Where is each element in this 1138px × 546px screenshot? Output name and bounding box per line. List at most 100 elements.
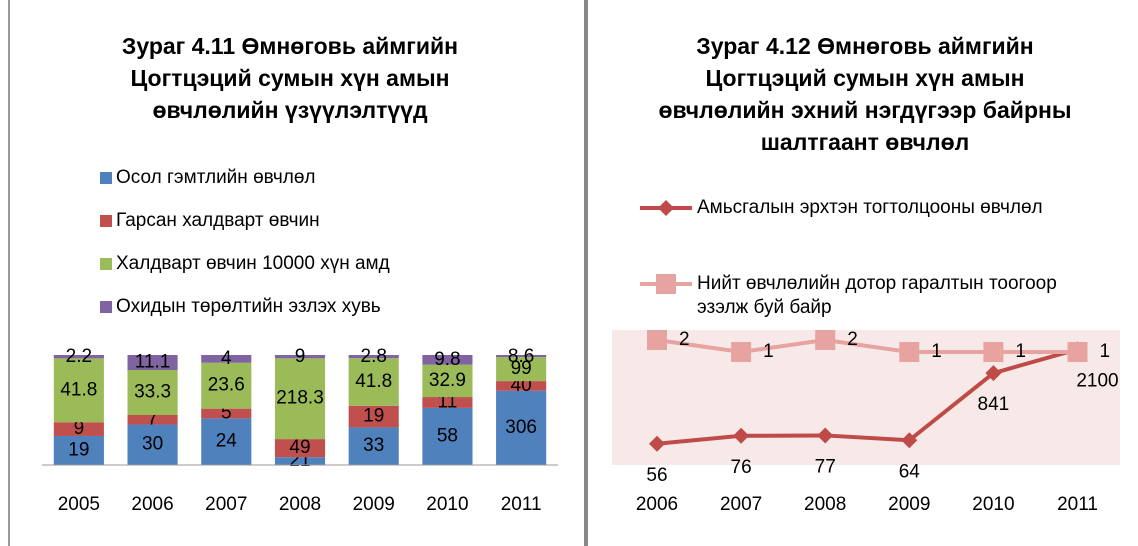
data-label: 9	[295, 346, 306, 367]
x-tick-label: 2006	[131, 494, 173, 515]
bar-segment	[496, 381, 547, 391]
x-tick-label: 2010	[426, 494, 468, 515]
bar-segment	[127, 415, 178, 425]
x-tick-label: 2011	[1057, 494, 1098, 515]
data-label: 9	[74, 418, 85, 439]
bar-segment	[127, 424, 178, 465]
legend-label: Гарсан халдварт өвчин	[116, 210, 320, 231]
line	[656, 347, 1079, 446]
point	[649, 435, 665, 452]
data-label: 8.6	[508, 346, 534, 367]
data-label: 11.1	[135, 352, 171, 373]
bar-segment	[274, 439, 326, 458]
bar-segment	[348, 355, 399, 359]
legend-swatch	[100, 258, 112, 270]
bar-segment	[53, 358, 104, 423]
point	[985, 365, 1002, 382]
bar-segment	[53, 435, 104, 465]
data-label: 2	[679, 329, 690, 350]
point	[815, 330, 836, 350]
bar-segment	[496, 357, 547, 382]
legend-label: Амьсгалын эрхтэн тогтолцооны өвчлөл	[697, 197, 1043, 218]
data-label: 64	[899, 461, 921, 482]
point	[656, 274, 676, 294]
point	[901, 432, 918, 449]
x-tick-label: 2009	[888, 494, 930, 515]
legend-label: Халдварт өвчин 10000 хүн амд	[116, 253, 390, 274]
data-label: 77	[815, 456, 836, 477]
data-label: 19	[363, 406, 384, 427]
data-label: 30	[142, 434, 163, 455]
x-tick-label: 2009	[353, 494, 395, 515]
bar-segment	[422, 407, 473, 465]
legend-label: Охидын төрөлтийн эзлэх хувь	[116, 296, 381, 317]
bar-segment	[201, 408, 252, 419]
x-tick-label: 2011	[501, 494, 542, 515]
bar-segment	[348, 405, 399, 428]
bar-segment	[53, 355, 104, 359]
chart-title: Зураг 4.11 Өмнөговь аймгийн Цогтцэций су…	[121, 33, 459, 123]
x-tick-label: 2007	[205, 494, 247, 515]
data-label: 2.8	[361, 346, 387, 367]
data-label: 306	[505, 417, 537, 438]
legend-label: Нийт өвчлөлийн дотор гаралтын тоогоор эз…	[697, 273, 1057, 318]
data-label: 9.8	[434, 349, 460, 370]
data-label: 41.8	[60, 379, 97, 400]
data-label: 33.3	[134, 382, 171, 403]
bar-segment	[422, 364, 473, 398]
data-label: 32.9	[429, 370, 466, 391]
point	[647, 330, 667, 350]
point	[817, 427, 834, 444]
legend-swatch	[100, 301, 112, 313]
point	[899, 342, 920, 362]
data-label: 218.3	[276, 388, 324, 409]
point	[658, 200, 674, 216]
bar-segment	[127, 355, 178, 370]
data-label: 58	[437, 425, 458, 446]
bar-segment	[348, 427, 399, 465]
bar-segment	[274, 355, 326, 359]
data-label: 76	[731, 457, 752, 478]
x-tick-label: 2005	[58, 494, 100, 515]
bar-segment	[348, 358, 399, 406]
bar-segment	[201, 418, 252, 465]
data-label: 56	[646, 465, 667, 486]
x-tick-label: 2008	[804, 494, 846, 515]
legend-label: Осол гэмтлийн өвчлөл	[116, 167, 316, 188]
data-label: 41.8	[355, 371, 392, 392]
bar-segment	[274, 457, 326, 465]
bar-segment	[127, 370, 178, 415]
data-label: 33	[363, 435, 384, 456]
data-label: 99	[511, 358, 532, 379]
legend-swatch	[100, 215, 112, 227]
point	[1067, 342, 1088, 362]
point	[733, 427, 750, 444]
bar-segment	[274, 358, 326, 440]
bar-segment	[201, 355, 252, 363]
data-label: 1	[931, 341, 942, 362]
data-label: 2100	[1076, 370, 1118, 391]
bar-segment	[422, 355, 473, 365]
bar-segment	[53, 422, 104, 436]
data-label: 1	[1015, 341, 1026, 362]
point	[983, 342, 1004, 362]
bar-segment	[496, 355, 547, 358]
x-tick-label: 2010	[972, 494, 1014, 515]
data-label: 2.2	[66, 346, 92, 367]
data-label: 4	[221, 348, 232, 369]
bar-segment	[201, 362, 252, 409]
chart-title: Зураг 4.12 Өмнөговь аймгийн Цогтцэций су…	[658, 33, 1072, 155]
data-label: 2	[847, 329, 858, 350]
data-label: 49	[289, 437, 310, 458]
data-label: 19	[68, 440, 89, 461]
data-label: 7	[147, 409, 158, 430]
bar-segment	[422, 397, 473, 408]
data-label: 23.6	[208, 375, 245, 396]
point	[731, 342, 752, 362]
x-tick-label: 2006	[636, 494, 678, 515]
line	[656, 337, 1078, 355]
data-label: 24	[216, 431, 238, 452]
data-label: 1	[1100, 341, 1111, 362]
